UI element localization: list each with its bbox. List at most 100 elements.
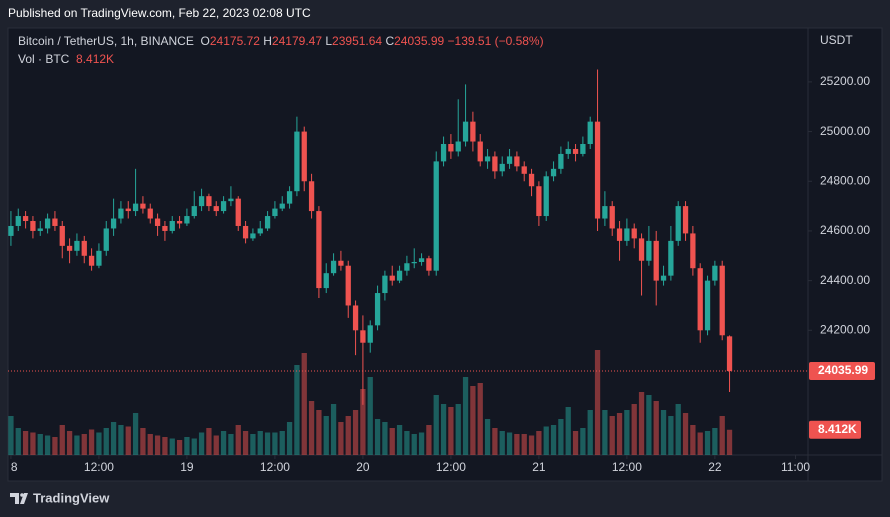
volume-bar bbox=[323, 416, 329, 455]
volume-bar bbox=[536, 431, 542, 455]
candle-body bbox=[572, 148, 579, 154]
volume-bar bbox=[572, 431, 579, 455]
volume-bar bbox=[594, 350, 601, 455]
candle-body bbox=[264, 216, 271, 229]
candle-body bbox=[257, 228, 263, 234]
volume-bar bbox=[301, 353, 307, 455]
candle-body bbox=[492, 156, 498, 172]
candle-body bbox=[580, 144, 586, 154]
volume-bar bbox=[396, 425, 403, 455]
candle-body bbox=[154, 218, 161, 226]
candle-body bbox=[316, 211, 322, 289]
ohlc-value: 23951.64 bbox=[332, 34, 383, 48]
candle-body bbox=[646, 240, 652, 261]
candle-body bbox=[360, 330, 366, 343]
candle-body bbox=[697, 268, 703, 331]
footer-brand: TradingView bbox=[33, 490, 110, 505]
volume-bar bbox=[455, 404, 461, 455]
candle-body bbox=[565, 148, 571, 154]
volume-bar bbox=[352, 410, 359, 455]
candle-body bbox=[726, 336, 733, 372]
volume-bar bbox=[631, 404, 637, 455]
candle-body bbox=[404, 263, 410, 271]
candle-body bbox=[668, 240, 674, 276]
candle-body bbox=[8, 225, 14, 236]
candle-body bbox=[88, 255, 95, 266]
candle-body bbox=[550, 168, 557, 177]
ohlc-value: 24035.99 bbox=[394, 34, 445, 48]
volume-bar bbox=[257, 431, 263, 455]
ohlc-value: 24175.72 bbox=[209, 34, 260, 48]
volume-bar bbox=[616, 413, 623, 455]
volume-bar bbox=[426, 425, 432, 455]
x-tick-label: 20 bbox=[356, 460, 370, 474]
tv-logo bbox=[10, 493, 28, 504]
last-volume-label: 8.412K bbox=[818, 422, 857, 436]
y-tick-label: 25200.00 bbox=[820, 74, 870, 88]
candle-body bbox=[382, 275, 388, 294]
volume-bar bbox=[440, 404, 447, 455]
candle-body bbox=[558, 153, 564, 169]
candle-body bbox=[15, 216, 21, 226]
candle-body bbox=[235, 198, 241, 226]
ohlc-key: O bbox=[200, 34, 210, 48]
volume-bar bbox=[154, 435, 161, 455]
y-tick-label: 24600.00 bbox=[820, 223, 870, 237]
volume-bar bbox=[528, 435, 535, 455]
candle-body bbox=[462, 121, 469, 142]
volume-bar bbox=[88, 429, 95, 455]
volume-bar bbox=[506, 432, 513, 455]
candle-body bbox=[242, 225, 249, 239]
volume-bar bbox=[550, 425, 557, 455]
candle-body bbox=[602, 206, 608, 219]
volume-bar bbox=[682, 413, 689, 455]
volume-bar bbox=[103, 428, 109, 455]
x-tick-label: 21 bbox=[532, 460, 546, 474]
volume-bar bbox=[338, 422, 344, 455]
volume-bar bbox=[250, 434, 256, 455]
candle-body bbox=[470, 121, 476, 142]
volume-bar bbox=[59, 425, 65, 455]
symbol: Bitcoin / TetherUS, 1h, BINANCE bbox=[18, 34, 194, 48]
volume-bar bbox=[345, 416, 351, 455]
volume-bar bbox=[638, 392, 645, 455]
plot-area bbox=[8, 69, 808, 455]
ohlc-value: 24179.47 bbox=[271, 34, 323, 48]
volume-bar bbox=[22, 431, 29, 455]
volume-bar bbox=[184, 437, 190, 455]
volume-bar bbox=[418, 432, 425, 455]
candle-body bbox=[653, 240, 659, 281]
volume-bar bbox=[162, 437, 168, 455]
candle-body bbox=[624, 228, 630, 241]
candle-body bbox=[389, 275, 395, 281]
volume-bar bbox=[360, 389, 366, 455]
ohlc-key: C bbox=[385, 34, 395, 48]
candle-body bbox=[301, 131, 307, 182]
volume-bar bbox=[690, 425, 696, 455]
volume-bar bbox=[389, 428, 395, 455]
candle-body bbox=[448, 144, 454, 152]
volume-bar bbox=[30, 432, 36, 455]
x-tick-label: 19 bbox=[180, 460, 194, 474]
candle-body bbox=[704, 280, 711, 331]
x-tick-label: 12:00 bbox=[84, 460, 114, 474]
ohlc-key: H bbox=[263, 34, 272, 48]
x-tick-label: 22 bbox=[708, 460, 722, 474]
legend-line: Bitcoin / TetherUS, 1h, BINANCE O24175.7… bbox=[18, 34, 544, 48]
candle-body bbox=[294, 131, 300, 192]
volume-bar bbox=[81, 434, 87, 455]
volume-bar bbox=[206, 428, 212, 455]
volume-bar bbox=[404, 431, 410, 455]
x-tick-label: 12:00 bbox=[260, 460, 290, 474]
candle-body bbox=[719, 265, 725, 336]
volume-bar bbox=[176, 440, 183, 455]
volume-bar bbox=[448, 407, 454, 455]
volume-bar bbox=[726, 429, 733, 455]
volume-bar bbox=[279, 431, 285, 455]
volume-bar bbox=[169, 438, 175, 455]
volume-bar bbox=[308, 401, 315, 455]
last-price-box bbox=[809, 362, 875, 381]
volume-bar bbox=[286, 422, 293, 455]
volume-bar bbox=[492, 428, 498, 455]
